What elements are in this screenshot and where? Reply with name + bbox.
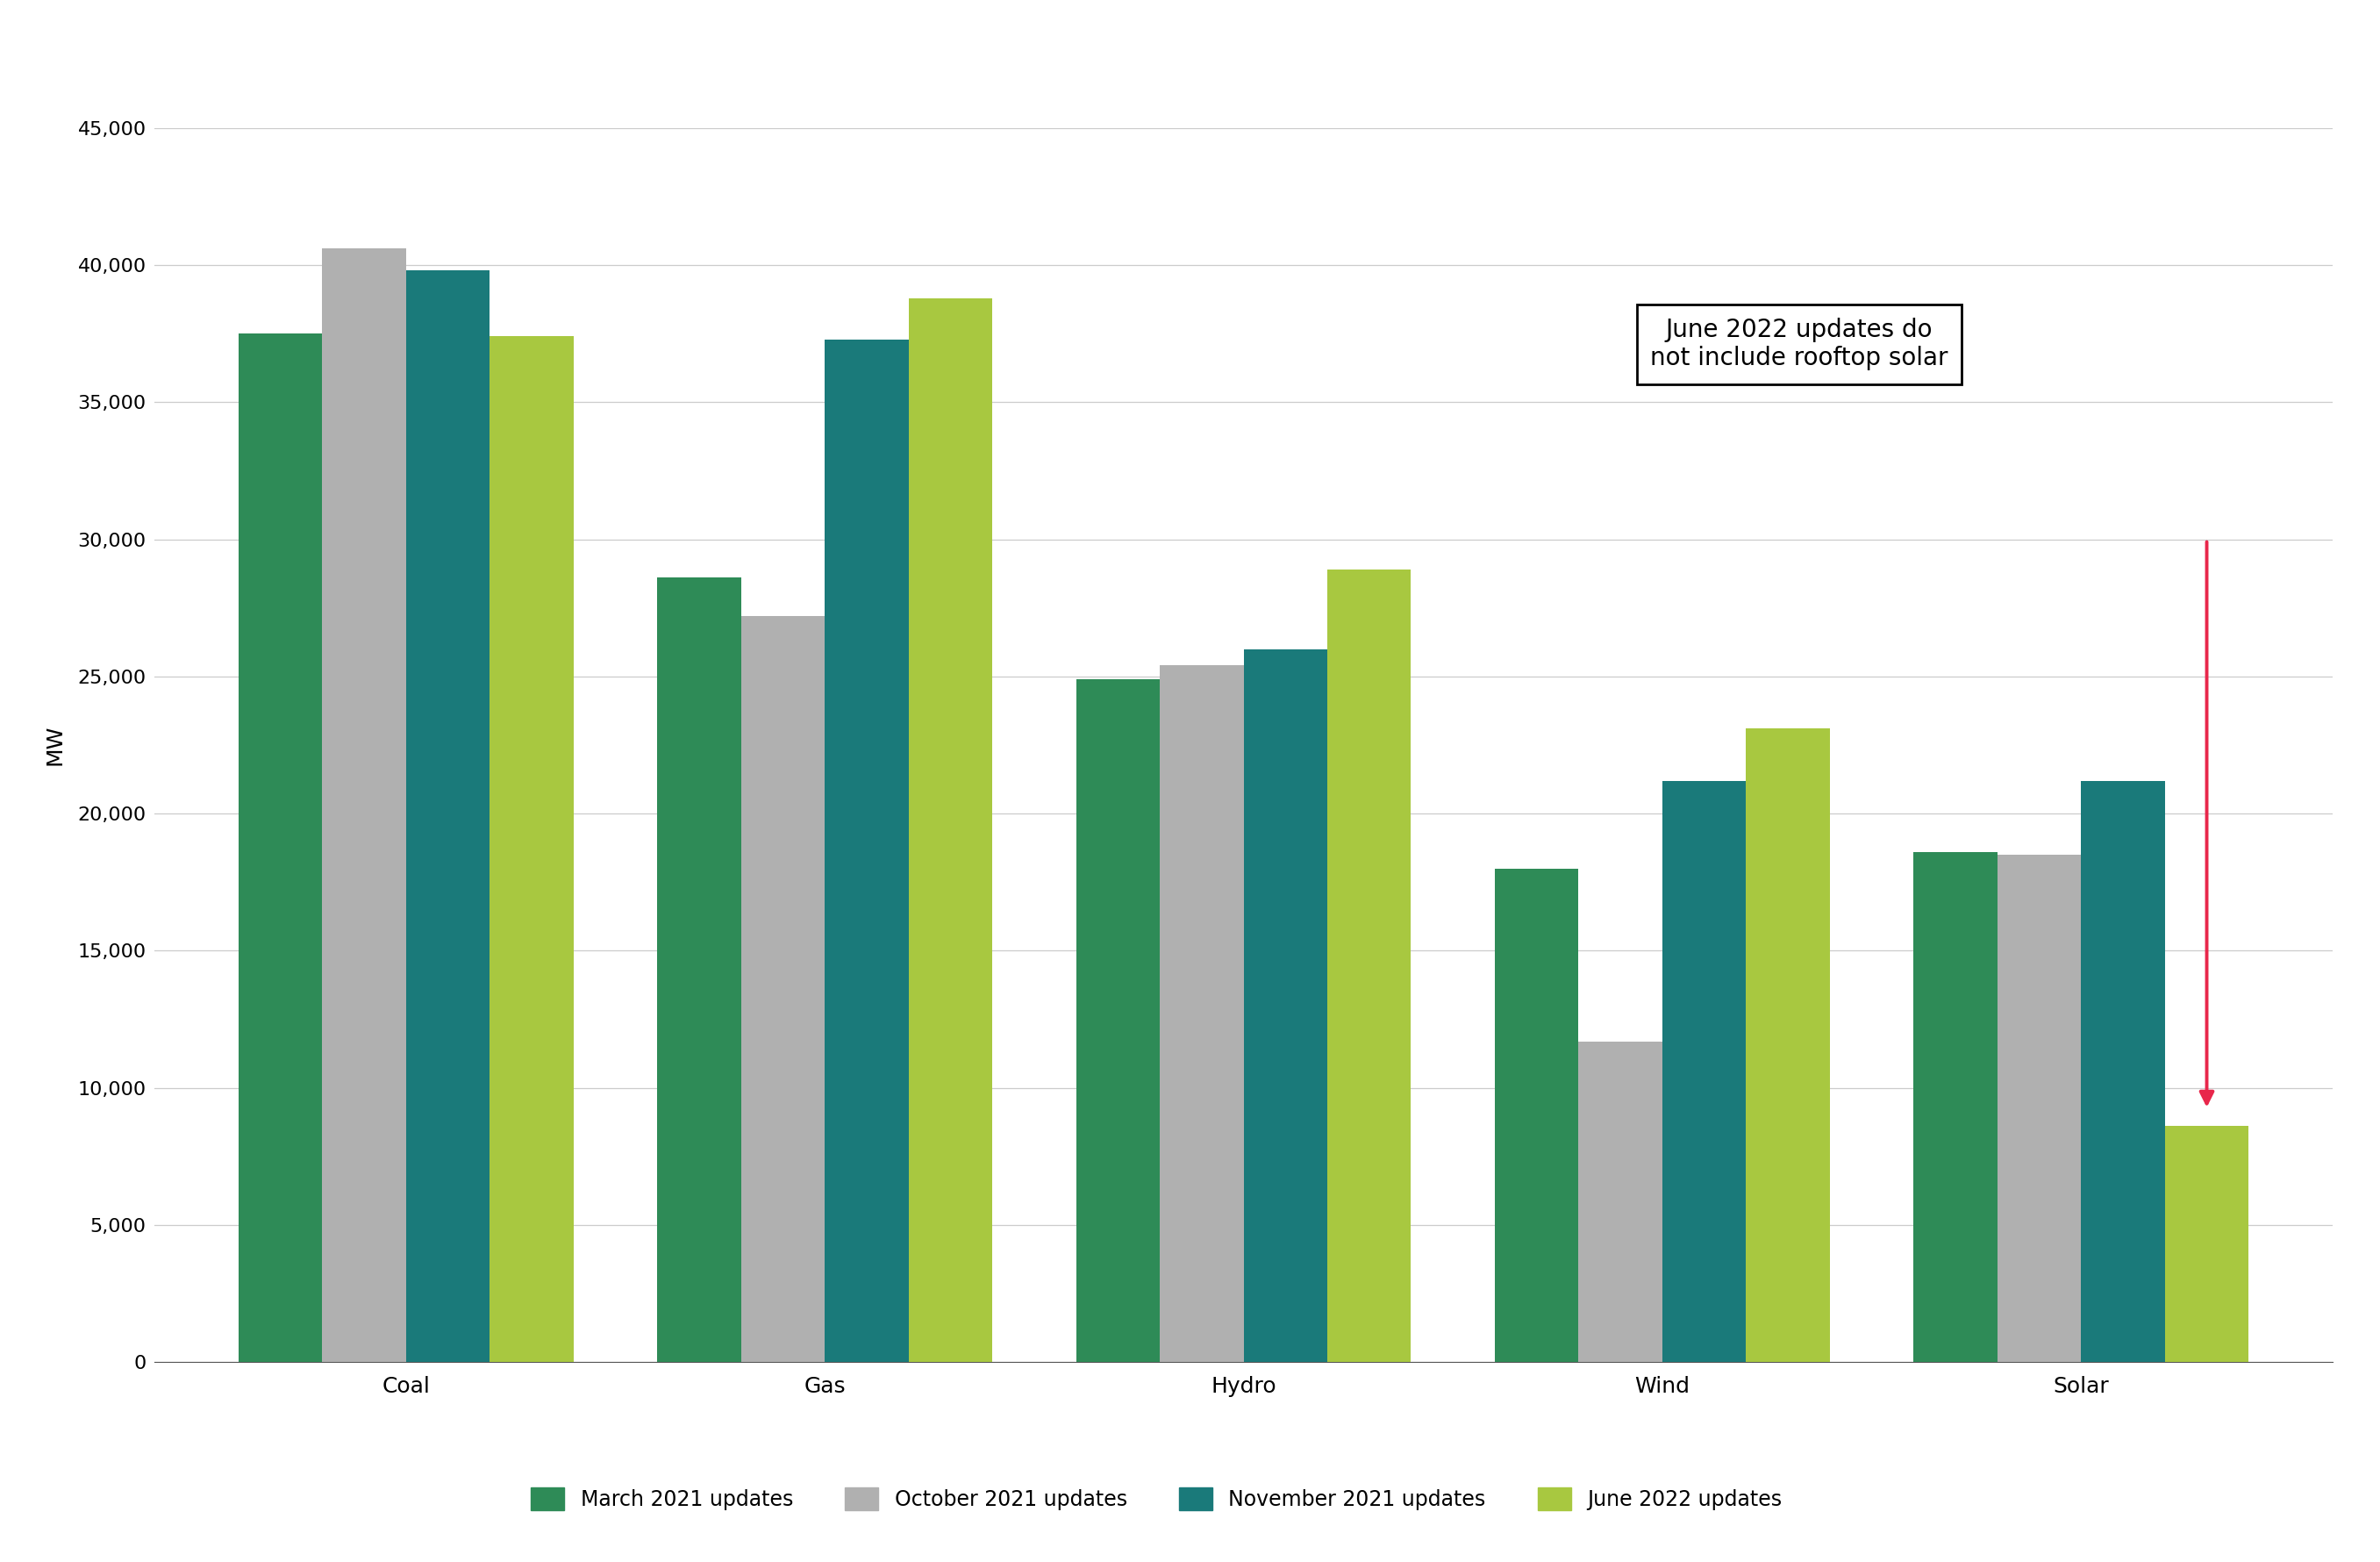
- Bar: [1076, 679, 1159, 1362]
- Bar: [1661, 781, 1747, 1362]
- Y-axis label: MW: MW: [45, 725, 67, 765]
- Bar: [826, 339, 909, 1362]
- Bar: [238, 334, 321, 1362]
- Bar: [1997, 854, 2080, 1362]
- Bar: [740, 615, 826, 1362]
- Text: © 2022 IHS Markit: © 2022 IHS Markit: [2213, 1521, 2361, 1537]
- Bar: [1328, 570, 1411, 1362]
- Bar: [2166, 1126, 2249, 1362]
- Bar: [1245, 650, 1328, 1362]
- Bar: [1578, 1042, 1661, 1362]
- Text: Evolution of 2030 power capacity in different draft versions: Evolution of 2030 power capacity in diff…: [31, 55, 933, 80]
- Bar: [909, 298, 992, 1362]
- Bar: [1914, 851, 1997, 1362]
- Text: June 2022 updates do
not include rooftop solar: June 2022 updates do not include rooftop…: [1649, 317, 1947, 370]
- Bar: [657, 578, 740, 1362]
- Bar: [321, 248, 407, 1362]
- Bar: [1495, 868, 1578, 1362]
- Bar: [407, 270, 490, 1362]
- Bar: [490, 336, 574, 1362]
- Bar: [2080, 781, 2166, 1362]
- Bar: [1159, 665, 1242, 1362]
- Bar: [1747, 728, 1830, 1362]
- Text: Source: IHS Markit: Source: IHS Markit: [19, 1521, 164, 1537]
- Legend: March 2021 updates, October 2021 updates, November 2021 updates, June 2022 updat: March 2021 updates, October 2021 updates…: [521, 1478, 1792, 1521]
